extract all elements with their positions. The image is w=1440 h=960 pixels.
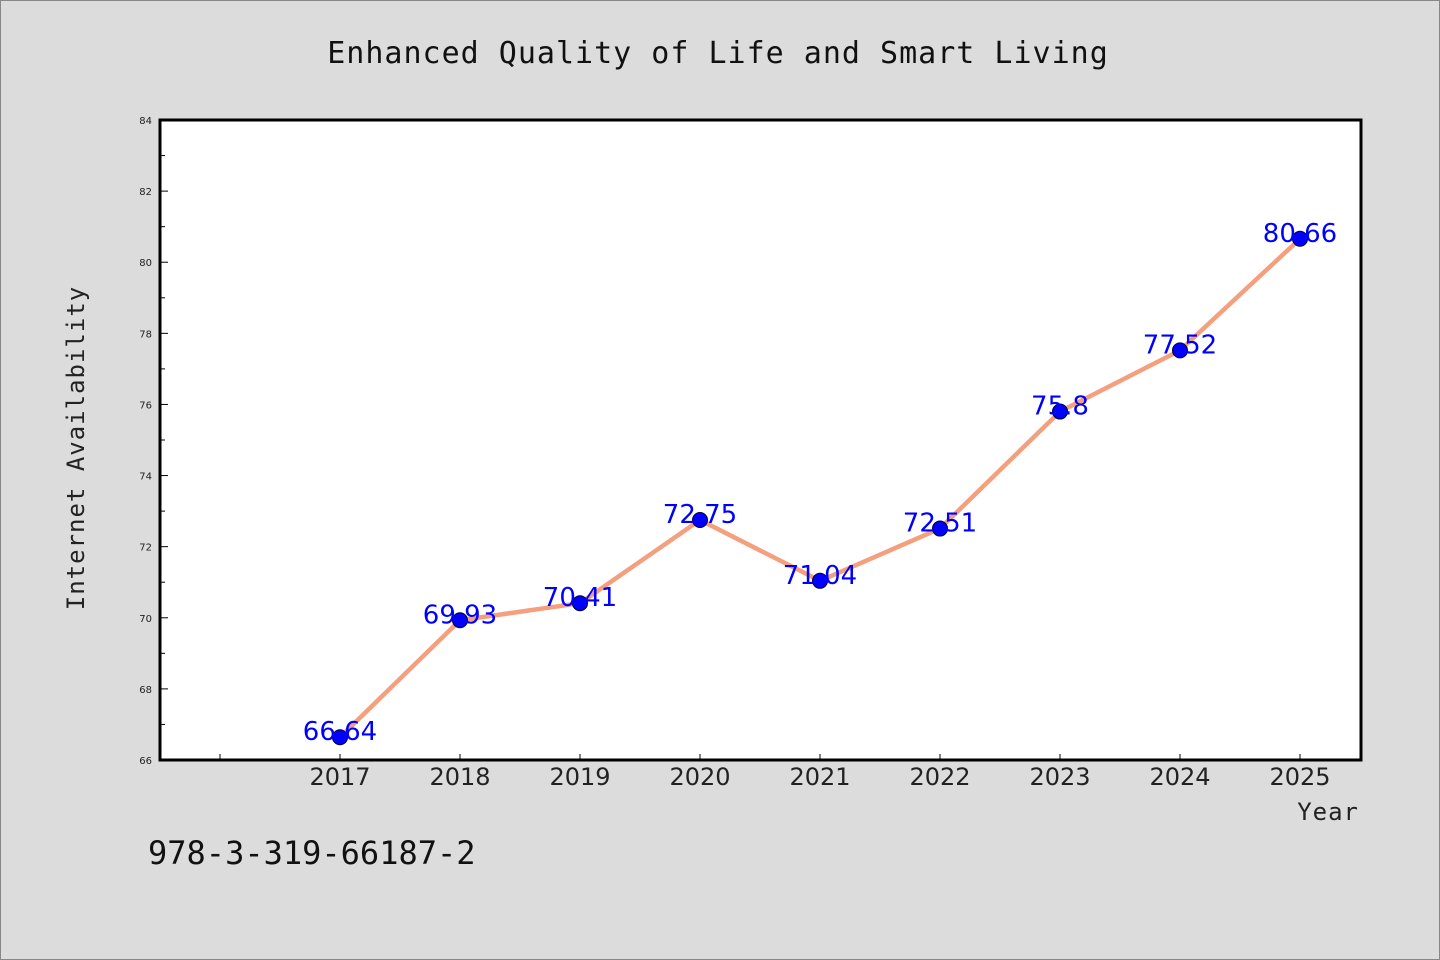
data-point <box>332 729 348 746</box>
data-label: 66.64 <box>303 717 377 747</box>
y-tick-label: 74 <box>139 472 152 483</box>
data-point <box>1292 230 1308 247</box>
data-point <box>932 520 948 537</box>
y-tick-label: 76 <box>139 400 152 411</box>
data-label: 69.93 <box>423 600 497 630</box>
y-axis-label: Internet Availability <box>62 286 90 610</box>
y-tick-label: 82 <box>139 187 152 198</box>
x-tick-label: 2017 <box>309 763 370 791</box>
data-labels: 66.64 69.93 70.41 72.75 71.04 72.51 75.8 77.52 8… <box>303 219 1337 747</box>
y-tick-label: 84 <box>139 116 152 127</box>
x-tick-label: 2020 <box>669 763 730 791</box>
x-axis: 2017 2018 2019 2020 2021 2022 2023 2024 2025 <box>219 754 1331 791</box>
data-label: 80.66 <box>1263 219 1337 249</box>
data-label: 71.04 <box>783 561 857 591</box>
x-tick-label: 2018 <box>429 763 490 791</box>
isbn-text: 978-3-319-66187-2 <box>148 834 476 872</box>
data-point <box>1172 342 1188 359</box>
x-axis-label: Year <box>1297 798 1359 826</box>
y-tick-label: 70 <box>139 614 152 625</box>
data-label: 77.52 <box>1143 330 1217 360</box>
data-label: 72.75 <box>663 500 737 530</box>
y-tick-label: 66 <box>139 756 152 767</box>
y-tick-label: 80 <box>139 258 152 269</box>
data-label: 70.41 <box>543 583 617 613</box>
data-point <box>692 512 708 528</box>
data-point <box>812 572 828 589</box>
data-point <box>572 595 588 612</box>
plot-area <box>158 118 1363 762</box>
data-label: 75.8 <box>1031 392 1089 422</box>
x-tick-label: 2025 <box>1269 763 1330 791</box>
chart-title: Enhanced Quality of Life and Smart Livin… <box>327 36 1109 71</box>
y-tick-label: 78 <box>139 329 152 340</box>
y-axis: 66 68 70 72 74 76 78 80 82 84 <box>139 116 168 767</box>
x-tick-label: 2023 <box>1029 763 1090 791</box>
y-tick-label: 72 <box>139 543 152 554</box>
x-tick-label: 2021 <box>789 763 850 791</box>
data-point <box>452 612 468 629</box>
data-label: 72.51 <box>903 509 977 539</box>
y-tick-label: 68 <box>139 685 152 696</box>
x-tick-label: 2022 <box>909 763 970 791</box>
data-markers <box>332 230 1308 746</box>
data-point <box>1052 403 1068 420</box>
x-tick-label: 2019 <box>549 763 610 791</box>
x-tick-label: 2024 <box>1149 763 1210 791</box>
